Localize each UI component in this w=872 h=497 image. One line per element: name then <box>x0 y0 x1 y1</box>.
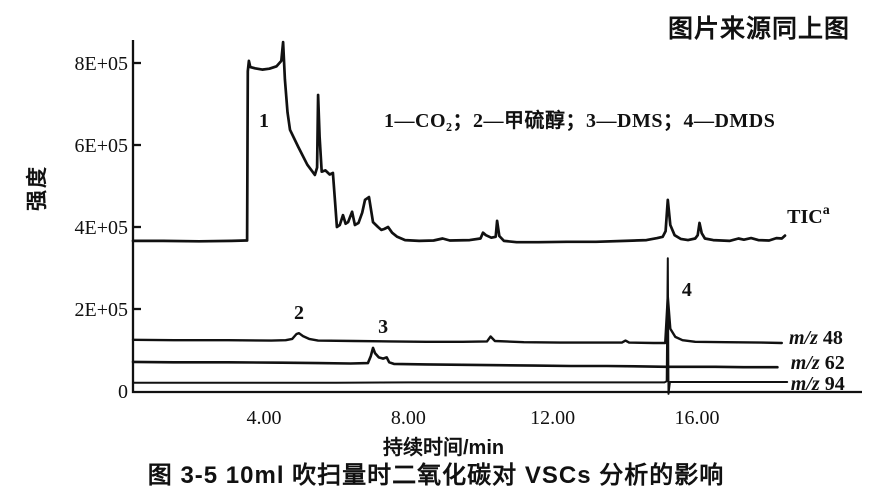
x-axis-title: 持续时间/min <box>383 437 505 459</box>
trace-tic <box>131 40 787 244</box>
x-tick-label: 16.00 <box>674 407 719 429</box>
source-note: 图片来源同上图 <box>668 15 851 43</box>
peak-label-3: 3 <box>378 316 388 338</box>
y-tick-label: 6E+05 <box>75 135 129 157</box>
y-tick-label: 2E+05 <box>75 299 129 321</box>
y-tick-label: 4E+05 <box>75 217 129 239</box>
x-tick-label: 8.00 <box>391 407 426 429</box>
series-label-tic: TICa <box>787 203 830 228</box>
x-tick-label: 12.00 <box>530 407 575 429</box>
peak-label-1: 1 <box>259 110 269 132</box>
y-tick-label: 8E+05 <box>75 53 129 75</box>
y-axis-title: 强度 <box>26 165 49 211</box>
trace-mz48 <box>131 295 783 345</box>
trace-mz62 <box>131 346 779 369</box>
peak-label-2: 2 <box>294 302 304 324</box>
axis-lines <box>131 40 862 394</box>
series-label-mz62: m/z 62 <box>791 352 845 374</box>
series-label-mz94: m/z 94 <box>791 373 845 395</box>
series-label-mz48: m/z 48 <box>789 327 843 349</box>
legend: 1—CO₂；2—甲硫醇；3—DMS；4—DMDS <box>384 110 776 132</box>
peak-label-4: 4 <box>682 279 692 301</box>
trace-mz94 <box>132 257 789 395</box>
figure-caption: 图 3-5 10ml 吹扫量时二氧化碳对 VSCs 分析的影响 <box>147 462 725 489</box>
x-tick-label: 4.00 <box>247 407 282 429</box>
y-tick-label: 0 <box>118 381 128 403</box>
